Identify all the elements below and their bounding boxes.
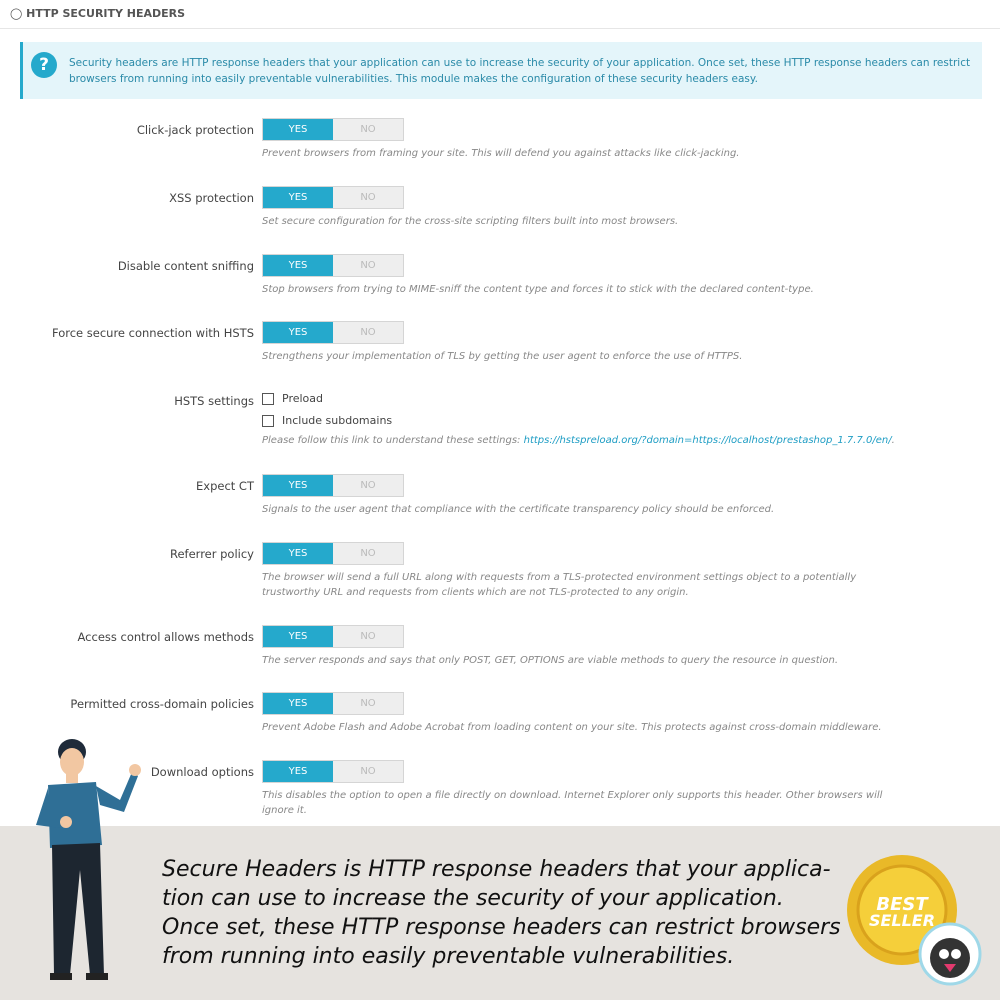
toggle: YES NO (262, 321, 404, 344)
toggle-no[interactable]: NO (333, 475, 403, 496)
toggle: YES NO (262, 254, 404, 277)
setting-label: Download options (150, 765, 254, 779)
toggle-no[interactable]: NO (333, 543, 403, 564)
help-text: Strengthens your implementation of TLS b… (262, 351, 743, 362)
toggle-yes[interactable]: YES (263, 475, 333, 496)
divider (0, 28, 1000, 29)
help-text: This disables the option to open a file … (262, 790, 883, 816)
toggle-no[interactable]: NO (333, 187, 403, 208)
toggle: YES NO (262, 474, 404, 497)
toggle: YES NO (262, 118, 404, 141)
help-suffix: . (891, 435, 895, 446)
toggle: YES NO (262, 692, 404, 715)
toggle-yes[interactable]: YES (263, 187, 333, 208)
toggle-no[interactable]: NO (333, 626, 403, 647)
toggle: YES NO (262, 760, 404, 783)
banner-text: Secure Headers is HTTP response headers … (162, 855, 841, 971)
checkbox-box (262, 392, 274, 405)
panel-title: ◯ HTTP SECURITY HEADERS (10, 7, 186, 20)
title-text: HTTP SECURITY HEADERS (26, 7, 186, 20)
checkbox-label: Include subdomains (282, 414, 393, 427)
toggle-no[interactable]: NO (333, 255, 403, 276)
setting-label: HSTS settings (174, 394, 254, 408)
banner-bg (0, 826, 1000, 1000)
checkbox-box (262, 414, 274, 427)
banner-line: Once set, these HTTP response headers ca… (162, 915, 841, 940)
setting-label: Access control allows methods (77, 630, 254, 644)
info-icon: ? (31, 52, 57, 78)
help-text: Stop browsers from trying to MIME-sniff … (262, 284, 814, 295)
help-text: The server responds and says that only P… (262, 655, 839, 666)
toggle-yes[interactable]: YES (263, 761, 333, 782)
help-text: Signals to the user agent that complianc… (262, 504, 775, 515)
setting-label: Force secure connection with HSTS (52, 326, 254, 340)
toggle-yes[interactable]: YES (263, 693, 333, 714)
badge-text: SELLER (869, 911, 935, 930)
setting-label: Click-jack protection (136, 123, 254, 137)
badge-text: BEST (876, 894, 929, 915)
toggle-no[interactable]: NO (333, 322, 403, 343)
help-text: Set secure configuration for the cross-s… (262, 216, 679, 227)
setting-label: XSS protection (169, 191, 254, 205)
help-text: Please follow this link to understand th… (262, 433, 902, 448)
banner-line: tion can use to increase the security of… (162, 886, 784, 911)
toggle: YES NO (262, 542, 404, 565)
setting-label: Expect CT (196, 479, 254, 493)
toggle-no[interactable]: NO (333, 119, 403, 140)
setting-label: Referrer policy (170, 547, 254, 561)
banner-line: from running into easily preventable vul… (162, 944, 735, 969)
help-text: Prevent Adobe Flash and Adobe Acrobat fr… (262, 722, 882, 733)
mascot (36, 739, 141, 980)
badge: BEST SELLER (847, 855, 982, 986)
toggle-yes[interactable]: YES (263, 119, 333, 140)
toggle: YES NO (262, 186, 404, 209)
help-text: Prevent browsers from framing your site.… (262, 148, 740, 159)
toggle-yes[interactable]: YES (263, 255, 333, 276)
checkbox[interactable]: Preload (262, 392, 323, 405)
setting-label: Disable content sniffing (117, 259, 254, 273)
info-box: ? Security headers are HTTP response hea… (20, 42, 982, 99)
banner-line: Secure Headers is HTTP response headers … (162, 857, 831, 882)
toggle-yes[interactable]: YES (263, 626, 333, 647)
toggle-yes[interactable]: YES (263, 543, 333, 564)
toggle: YES NO (262, 625, 404, 648)
checkbox-label: Preload (282, 392, 323, 405)
checkbox[interactable]: Include subdomains (262, 414, 392, 427)
info-text: Security headers are HTTP response heade… (69, 57, 971, 85)
setting-label: Permitted cross-domain policies (70, 697, 254, 711)
help-prefix: Please follow this link to understand th… (262, 435, 524, 446)
help-text: The browser will send a full URL along w… (262, 572, 857, 598)
help-link[interactable]: https://hstspreload.org/?domain=https://… (523, 435, 892, 446)
toggle-no[interactable]: NO (333, 693, 403, 714)
toggle-no[interactable]: NO (333, 761, 403, 782)
toggle-yes[interactable]: YES (263, 322, 333, 343)
